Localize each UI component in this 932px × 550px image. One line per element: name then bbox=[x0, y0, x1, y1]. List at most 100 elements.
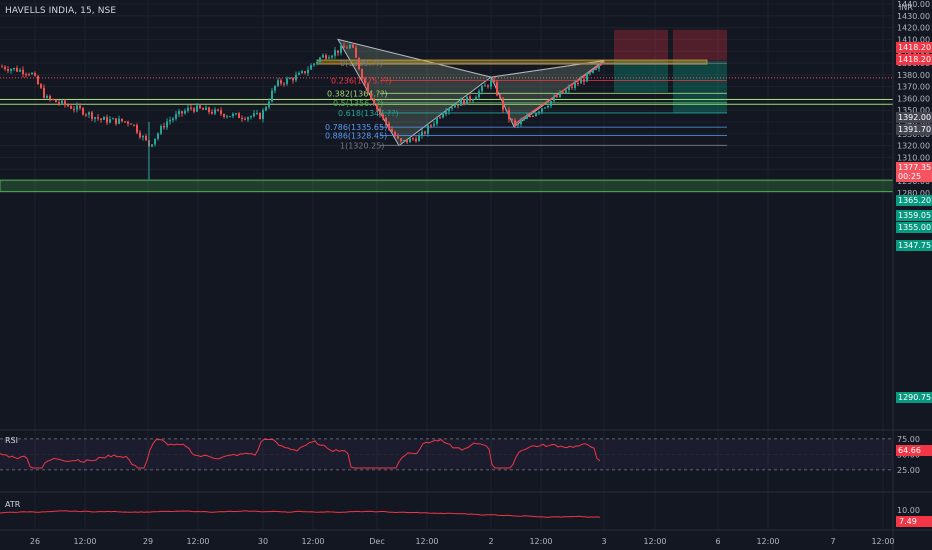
candle-body bbox=[97, 117, 99, 119]
candle-body bbox=[523, 118, 525, 121]
price-badge: 1418.20 bbox=[896, 42, 932, 53]
candle-body bbox=[28, 74, 30, 76]
candle-body bbox=[355, 47, 357, 58]
candle-body bbox=[190, 107, 192, 109]
candle-body bbox=[109, 119, 111, 123]
candle-body bbox=[193, 108, 195, 112]
price-tick-label: 1350.00 bbox=[897, 106, 930, 115]
atr-value-label: 7.49 bbox=[899, 517, 917, 526]
candle-body bbox=[442, 114, 444, 118]
candle-body bbox=[118, 118, 120, 124]
candle-body bbox=[157, 133, 159, 139]
candle-body bbox=[85, 114, 87, 116]
candle-body bbox=[445, 111, 447, 115]
fib-level-label: 0(1389.??) bbox=[340, 59, 383, 68]
candle-body bbox=[436, 117, 438, 124]
candle-body bbox=[37, 75, 39, 85]
candle-body bbox=[415, 138, 417, 142]
candle-body bbox=[289, 78, 291, 80]
stop-loss-zone-2 bbox=[673, 29, 727, 61]
fib-level-label: 0.886(1328.45) bbox=[325, 132, 387, 141]
candle-body bbox=[577, 82, 579, 84]
price-badge-label: 1347.75 bbox=[898, 241, 931, 250]
candle-body bbox=[133, 124, 135, 126]
fib-level-label: 0.5(1356.??) bbox=[333, 99, 383, 108]
candle-body bbox=[1, 66, 3, 68]
candle-body bbox=[241, 118, 243, 120]
candle-body bbox=[589, 72, 591, 74]
price-tick-label: 1370.00 bbox=[897, 83, 930, 92]
candle-body bbox=[217, 109, 219, 111]
price-badge-label: 1418.20 bbox=[898, 43, 931, 52]
candle-body bbox=[205, 107, 207, 110]
rsi-label: RSI bbox=[5, 436, 18, 445]
candle-body bbox=[70, 106, 72, 109]
candle-body bbox=[598, 66, 600, 69]
price-badge: 1365.20 bbox=[896, 195, 932, 206]
candle-body bbox=[568, 86, 570, 90]
candle-body bbox=[175, 114, 177, 119]
price-badge-bg bbox=[896, 42, 932, 53]
candle-body bbox=[430, 125, 432, 127]
candle-body bbox=[325, 55, 327, 59]
candle-body bbox=[76, 105, 78, 110]
candle-body bbox=[142, 136, 144, 138]
price-badge-label: 1392.00 bbox=[898, 113, 931, 122]
candle-body bbox=[346, 47, 348, 49]
candle-body bbox=[586, 73, 588, 82]
candle-body bbox=[367, 83, 369, 94]
candle-body bbox=[385, 117, 387, 124]
time-tick-label: 12:00 bbox=[73, 537, 96, 546]
price-badge-bg bbox=[896, 54, 932, 65]
price-badge-bg bbox=[896, 222, 932, 233]
candle-body bbox=[166, 121, 168, 128]
symbol-title[interactable]: HAVELLS INDIA, 15, NSE bbox=[5, 6, 117, 16]
candle-body bbox=[247, 117, 249, 120]
candle-body bbox=[121, 118, 123, 122]
candle-body bbox=[31, 72, 33, 75]
candle-body bbox=[391, 129, 393, 133]
price-badge-bg bbox=[896, 162, 932, 173]
candle-body bbox=[382, 114, 384, 118]
fib-level-label: 0.236(1375.??) bbox=[331, 76, 392, 85]
rsi-value-label: 64.66 bbox=[898, 446, 921, 455]
candle-body bbox=[181, 111, 183, 114]
candle-body bbox=[223, 113, 225, 117]
candle-body bbox=[16, 67, 18, 72]
candle-body bbox=[373, 98, 375, 106]
atr-tick-label: 10.00 bbox=[897, 506, 920, 515]
candle-body bbox=[82, 108, 84, 115]
candle-body bbox=[52, 99, 54, 101]
price-badge-label: 00:25 bbox=[898, 172, 921, 181]
candle-body bbox=[595, 68, 597, 70]
price-tick-label: 1430.00 bbox=[897, 12, 930, 21]
candle-body bbox=[103, 117, 105, 120]
candle-body bbox=[304, 71, 306, 74]
candle-body bbox=[397, 136, 399, 139]
candle-body bbox=[514, 120, 516, 126]
candle-body bbox=[454, 105, 456, 108]
price-tick-label: 1380.00 bbox=[897, 71, 930, 80]
candle-body bbox=[58, 102, 60, 104]
candle-body bbox=[421, 131, 423, 136]
candle-body bbox=[451, 107, 453, 109]
candle-body bbox=[478, 91, 480, 98]
candle-body bbox=[94, 117, 96, 119]
candle-body bbox=[358, 57, 360, 70]
candle-body bbox=[55, 99, 57, 103]
candle-body bbox=[265, 107, 267, 111]
fib-level-label: 0.618(1347.??) bbox=[338, 109, 399, 118]
price-badge-label: 1365.20 bbox=[898, 196, 931, 205]
candle-body bbox=[328, 57, 330, 59]
time-tick-label: Dec bbox=[369, 537, 384, 546]
fib-level-label: 0.382(1364.??) bbox=[327, 89, 388, 98]
price-tick-label: 1310.00 bbox=[897, 153, 930, 162]
candle-body bbox=[79, 105, 81, 109]
candle-body bbox=[127, 121, 129, 124]
candle-body bbox=[295, 74, 297, 81]
candle-body bbox=[13, 67, 15, 70]
candle-body bbox=[235, 113, 237, 115]
candle-body bbox=[376, 105, 378, 109]
candle-body bbox=[553, 96, 555, 101]
